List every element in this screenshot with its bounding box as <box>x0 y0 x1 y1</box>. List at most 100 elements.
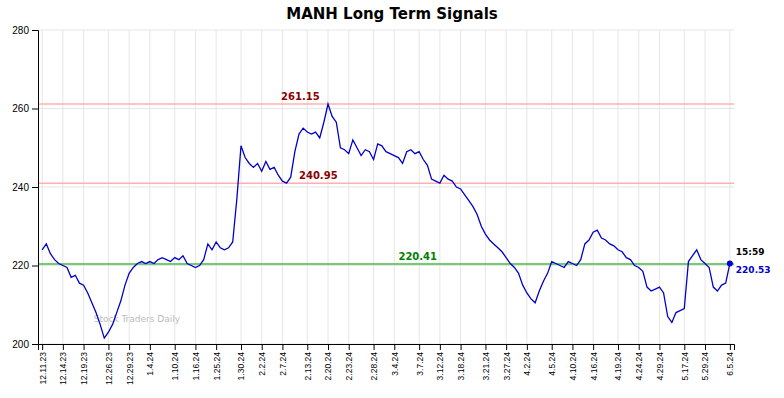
x-tick-mark <box>307 344 308 350</box>
grid-line-x <box>42 30 43 344</box>
x-tick-label: 1.16.24 <box>191 352 201 381</box>
grid-line-x <box>618 30 619 344</box>
grid-line-x <box>506 30 507 344</box>
x-tick-label: 12.29.23 <box>125 352 135 385</box>
x-tick: 12.29.23 <box>125 344 135 385</box>
x-tick-mark <box>527 344 528 350</box>
x-tick: 1.25.24 <box>212 344 222 380</box>
horizontal-line <box>38 263 734 265</box>
x-tick-label: 12.14.23 <box>58 352 68 385</box>
horizontal-line <box>38 183 734 185</box>
grid-line-x <box>394 30 395 344</box>
end-value-label: 220.53 <box>736 265 771 275</box>
x-tick-mark <box>150 344 151 350</box>
x-tick: 4.16.24 <box>589 344 599 380</box>
y-tick-mark <box>32 187 38 188</box>
x-tick-mark <box>349 344 350 350</box>
x-tick-label: 2.28.24 <box>369 352 379 381</box>
x-tick: 12.19.23 <box>79 344 89 385</box>
x-tick: 4.29.24 <box>655 344 665 380</box>
x-tick-mark <box>705 344 706 350</box>
x-tick-label: 2.7.24 <box>278 352 288 376</box>
y-tick-label: 280 <box>12 25 29 36</box>
grid-line-x <box>593 30 594 344</box>
x-tick: 5.17.24 <box>680 344 690 380</box>
x-tick-mark <box>659 344 660 350</box>
y-tick: 260 <box>12 103 38 114</box>
line-label: 220.41 <box>398 251 437 262</box>
x-tick-mark <box>572 344 573 350</box>
x-tick-label: 4.19.24 <box>613 352 623 381</box>
x-tick-mark <box>394 344 395 350</box>
x-tick: 5.29.24 <box>700 344 710 380</box>
x-tick-label: 1.25.24 <box>212 352 222 381</box>
x-tick: 4.10.24 <box>568 344 578 380</box>
x-tick: 3.4.24 <box>390 344 400 376</box>
grid-line-x <box>282 30 283 344</box>
grid-line-x <box>460 30 461 344</box>
x-tick-label: 5.17.24 <box>680 352 690 381</box>
x-tick-label: 3.21.24 <box>481 352 491 381</box>
x-tick-mark <box>195 344 196 350</box>
x-tick-mark <box>262 344 263 350</box>
annotations: 220.41261.15240.9515:59220.53 <box>281 91 770 275</box>
x-tick-mark <box>175 344 176 350</box>
x-tick: 4.24.24 <box>634 344 644 380</box>
x-tick-mark <box>461 344 462 350</box>
x-axis-line <box>39 345 735 351</box>
grid-line-x <box>216 30 217 344</box>
line-label: 240.95 <box>299 170 338 181</box>
x-tick-label: 12.19.23 <box>79 352 89 385</box>
x-tick: 4.19.24 <box>613 344 623 380</box>
x-tick-mark <box>84 344 85 350</box>
x-tick: 2.20.24 <box>323 344 333 380</box>
x-axis: 12.11.23 12.14.23 12.19.23 12.26.23 12.29.23… <box>38 344 736 385</box>
grid-line-x <box>638 30 639 344</box>
x-tick-label: 2.20.24 <box>323 352 333 381</box>
grid-line-x <box>659 30 660 344</box>
y-tick: 220 <box>12 260 38 271</box>
x-tick: 3.12.24 <box>435 344 445 380</box>
x-tick-label: 4.24.24 <box>634 352 644 381</box>
grid-line-x <box>439 30 440 344</box>
end-marker <box>727 260 733 266</box>
x-tick-label: 2.2.24 <box>257 352 267 376</box>
y-tick: 240 <box>12 182 38 193</box>
grid-line-x <box>684 30 685 344</box>
grid-line-x <box>705 30 706 344</box>
price-line <box>42 104 730 338</box>
grid-line-x <box>373 30 374 344</box>
x-tick-mark <box>129 344 130 350</box>
grid-line-x <box>261 30 262 344</box>
grid-line-x <box>83 30 84 344</box>
y-axis: 200 220 240 260 280 <box>12 25 38 350</box>
x-tick-label: 3.18.24 <box>456 352 466 381</box>
x-tick-label: 4.2.24 <box>522 352 532 376</box>
horizontal-line <box>38 103 734 105</box>
x-tick-mark <box>328 344 329 350</box>
y-tick-mark <box>32 344 38 345</box>
plot-marks <box>38 104 734 338</box>
x-tick: 2.2.24 <box>257 344 267 376</box>
x-tick-mark <box>419 344 420 350</box>
x-tick-mark <box>282 344 283 350</box>
x-tick: 1.10.24 <box>170 344 180 380</box>
y-tick-label: 200 <box>12 339 29 350</box>
x-tick-mark <box>374 344 375 350</box>
y-tick-label: 260 <box>12 103 29 114</box>
y-tick-label: 240 <box>12 182 29 193</box>
x-tick-label: 1.30.24 <box>236 352 246 381</box>
grid-line-x <box>62 30 63 344</box>
x-tick-mark <box>440 344 441 350</box>
x-tick: 12.11.23 <box>38 344 48 384</box>
x-tick-mark <box>216 344 217 350</box>
watermark: Stock Traders Daily <box>94 314 181 324</box>
x-tick: 3.7.24 <box>415 344 425 376</box>
x-tick: 3.18.24 <box>456 344 466 380</box>
x-tick-label: 4.10.24 <box>568 352 578 381</box>
x-tick-label: 3.27.24 <box>502 352 512 381</box>
grid-line-x <box>526 30 527 344</box>
x-tick: 12.26.23 <box>104 344 114 385</box>
x-tick-mark <box>730 344 731 350</box>
x-tick: 4.5.24 <box>547 344 557 376</box>
